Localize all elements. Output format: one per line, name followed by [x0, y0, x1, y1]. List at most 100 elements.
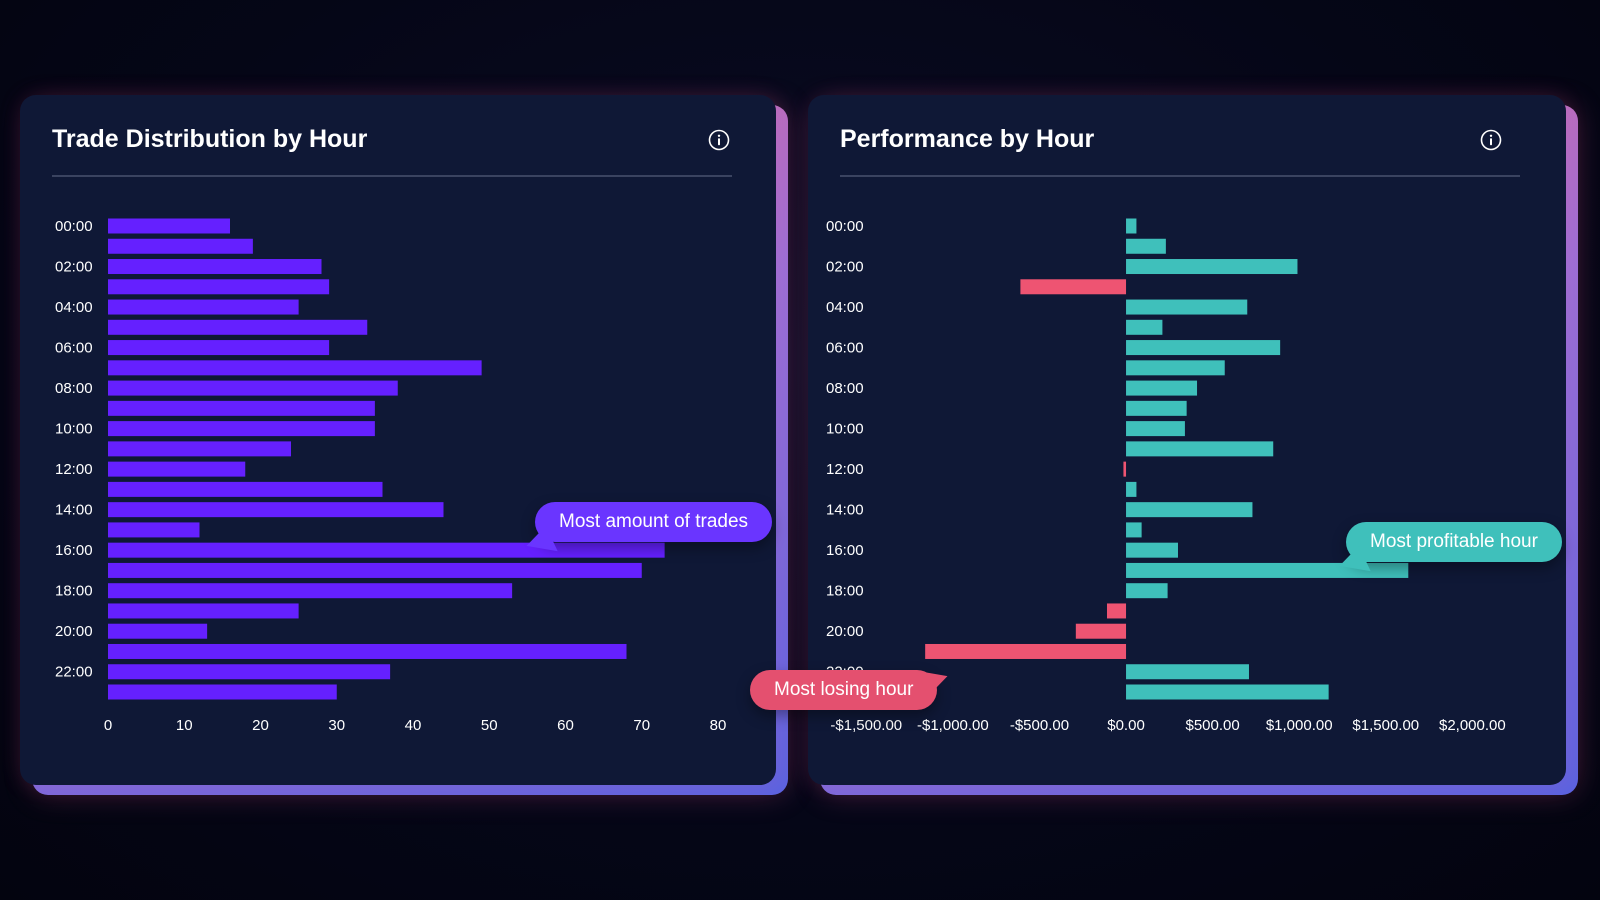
bar-0000	[1126, 218, 1137, 234]
bar-2000	[1075, 623, 1127, 639]
callout-most-trades: Most amount of trades	[522, 502, 773, 563]
bar-1200	[1123, 461, 1127, 477]
bar-0000	[108, 218, 230, 234]
info-icon[interactable]	[708, 129, 730, 151]
bar-0200	[1126, 259, 1298, 275]
trade-distribution-chart: 00:00 02:00 04:00 06:00 08:00 10:00 12:00 14:00…	[55, 218, 727, 734]
bar-0600	[108, 340, 330, 356]
bar-1800	[1126, 583, 1168, 599]
x-tick-label: 30	[328, 717, 345, 734]
y-tick-label: 04:00	[826, 299, 864, 316]
x-tick-label: 70	[633, 717, 650, 734]
bar-1900	[1106, 603, 1127, 619]
x-tick-label: 20	[252, 717, 269, 734]
bar-1400	[108, 502, 444, 518]
y-tick-label: 14:00	[826, 502, 864, 519]
bar-0100	[1126, 238, 1166, 254]
panel-card: Performance by Hour 00:00 02:00 04:00 06:00…	[808, 95, 1566, 785]
x-tick-label: $500.00	[1186, 717, 1240, 734]
y-tick-label: 10:00	[55, 421, 93, 438]
y-tick-label: 00:00	[826, 218, 864, 235]
x-tick-label: -$1,500.00	[830, 717, 902, 734]
bar-2100	[925, 643, 1127, 659]
y-tick-label: 20:00	[55, 623, 93, 640]
bar-0500	[108, 319, 368, 335]
x-tick-label: $2,000.00	[1439, 717, 1506, 734]
y-tick-label: 06:00	[826, 340, 864, 357]
bar-1200	[108, 461, 246, 477]
bar-1600	[108, 542, 665, 558]
bar-1800	[108, 583, 513, 599]
info-icon[interactable]	[1480, 129, 1502, 151]
bar-1100	[108, 441, 291, 457]
trade-distribution-panel: Trade Distribution by Hour 00:00 02:00 04:…	[20, 95, 788, 795]
bar-1400	[1126, 502, 1253, 518]
y-tick-label: 10:00	[826, 421, 864, 438]
bar-0300	[108, 279, 330, 295]
bar-1700	[1126, 562, 1409, 578]
callout-text: Most losing hour	[774, 679, 914, 700]
bar-0300	[1020, 279, 1127, 295]
bar-1300	[108, 481, 383, 497]
bar-0800	[108, 380, 398, 396]
y-tick-label: 22:00	[55, 664, 93, 681]
callout-text: Most profitable hour	[1370, 531, 1538, 552]
bar-0100	[108, 238, 253, 254]
bar-2100	[108, 643, 627, 659]
bar-1000	[1126, 421, 1185, 437]
bar-2200	[108, 664, 391, 680]
x-tick-label: -$1,000.00	[917, 717, 989, 734]
x-tick-label: $0.00	[1107, 717, 1145, 734]
bar-1700	[108, 562, 642, 578]
x-tick-label: -$500.00	[1010, 717, 1069, 734]
y-tick-label: 16:00	[55, 542, 93, 559]
y-tick-label: 16:00	[826, 542, 864, 559]
bar-2000	[108, 623, 208, 639]
y-tick-label: 08:00	[826, 380, 864, 397]
x-tick-label: 50	[481, 717, 498, 734]
bar-0700	[108, 360, 482, 376]
bar-2300	[1126, 684, 1329, 700]
y-tick-label: 04:00	[55, 299, 93, 316]
bar-0400	[1126, 299, 1248, 315]
callout-most-losing: Most losing hour	[750, 659, 953, 710]
x-tick-label: 60	[557, 717, 574, 734]
bar-1300	[1126, 481, 1137, 497]
y-tick-label: 00:00	[55, 218, 93, 235]
bar-0500	[1126, 319, 1163, 335]
x-tick-label: 10	[176, 717, 193, 734]
y-tick-label: 18:00	[826, 583, 864, 600]
bar-0900	[108, 400, 375, 416]
y-tick-label: 02:00	[826, 259, 864, 276]
y-tick-label: 18:00	[55, 583, 93, 600]
y-tick-label: 14:00	[55, 502, 93, 519]
bar-0400	[108, 299, 299, 315]
x-tick-label: 40	[405, 717, 422, 734]
y-tick-label: 08:00	[55, 380, 93, 397]
bar-0700	[1126, 360, 1225, 376]
callout-text: Most amount of trades	[559, 511, 749, 532]
bar-1100	[1126, 441, 1274, 457]
callout-most-profitable: Most profitable hour	[1335, 522, 1562, 583]
panel-card: Trade Distribution by Hour 00:00 02:00 04:…	[20, 95, 776, 785]
bar-1900	[108, 603, 299, 619]
x-tick-label: $1,000.00	[1266, 717, 1333, 734]
panel-title: Trade Distribution by Hour	[52, 125, 368, 153]
x-tick-label: 0	[104, 717, 112, 734]
bar-1500	[108, 522, 200, 538]
y-tick-label: 02:00	[55, 259, 93, 276]
bar-0900	[1126, 400, 1187, 416]
bar-0800	[1126, 380, 1198, 396]
bar-1500	[1126, 522, 1142, 538]
panel-title: Performance by Hour	[840, 125, 1095, 153]
bar-1000	[108, 421, 375, 437]
performance-panel: Performance by Hour 00:00 02:00 04:00 06:00…	[808, 95, 1578, 795]
bar-2300	[108, 684, 337, 700]
x-tick-label: $1,500.00	[1352, 717, 1419, 734]
bar-0600	[1126, 340, 1281, 356]
x-tick-label: 80	[710, 717, 727, 734]
bar-0200	[108, 259, 322, 275]
title-divider	[840, 175, 1520, 177]
y-tick-label: 12:00	[826, 461, 864, 478]
y-tick-label: 06:00	[55, 340, 93, 357]
